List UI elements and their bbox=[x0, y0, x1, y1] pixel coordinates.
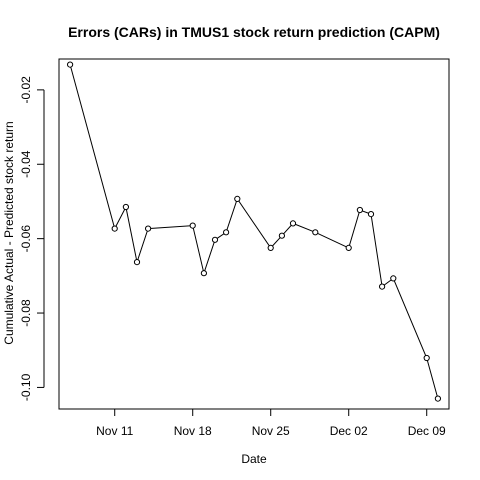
x-tick-label: Nov 25 bbox=[252, 424, 290, 438]
data-point bbox=[390, 275, 397, 282]
x-tick-label: Nov 11 bbox=[96, 424, 133, 438]
data-point bbox=[289, 220, 297, 227]
data-point bbox=[278, 232, 285, 239]
data-point bbox=[133, 259, 141, 266]
plot-frame bbox=[58, 58, 450, 410]
y-tick-label: -0.06 bbox=[19, 225, 33, 253]
x-axis-label: Date bbox=[241, 452, 267, 466]
data-point bbox=[122, 203, 130, 211]
y-axis-label: Cumulative Actual - Predicted stock retu… bbox=[2, 121, 16, 344]
data-point bbox=[211, 236, 219, 243]
data-point bbox=[345, 244, 352, 251]
y-tick-label: -0.02 bbox=[19, 76, 33, 104]
y-tick-label: -0.10 bbox=[19, 373, 33, 401]
data-point bbox=[423, 354, 430, 362]
x-tick-label: Dec 02 bbox=[330, 424, 368, 438]
data-point bbox=[67, 61, 74, 68]
x-tick-label: Dec 09 bbox=[408, 424, 446, 438]
series-line bbox=[69, 64, 439, 399]
x-axis: Nov 11 Nov 18 Nov 25 Dec 02 Dec 09 bbox=[96, 408, 446, 438]
y-tick-label: -0.04 bbox=[19, 150, 33, 178]
data-point bbox=[379, 283, 386, 290]
y-tick-label: -0.08 bbox=[19, 299, 33, 327]
y-axis: -0.10 -0.08 -0.06 -0.04 -0.02 bbox=[19, 76, 45, 401]
data-point bbox=[111, 225, 118, 232]
data-point bbox=[234, 195, 241, 202]
data-point bbox=[367, 211, 375, 218]
x-tick-label: Nov 18 bbox=[174, 424, 212, 438]
data-point bbox=[200, 270, 207, 277]
data-point bbox=[312, 229, 319, 236]
data-point bbox=[223, 229, 230, 236]
data-point bbox=[434, 395, 441, 402]
data-point bbox=[356, 206, 363, 214]
data-point bbox=[145, 225, 152, 232]
chart-title: Errors (CARs) in TMUS1 stock return pred… bbox=[68, 24, 440, 40]
data-point bbox=[267, 244, 274, 251]
data-points bbox=[67, 61, 441, 402]
data-point bbox=[189, 222, 196, 229]
